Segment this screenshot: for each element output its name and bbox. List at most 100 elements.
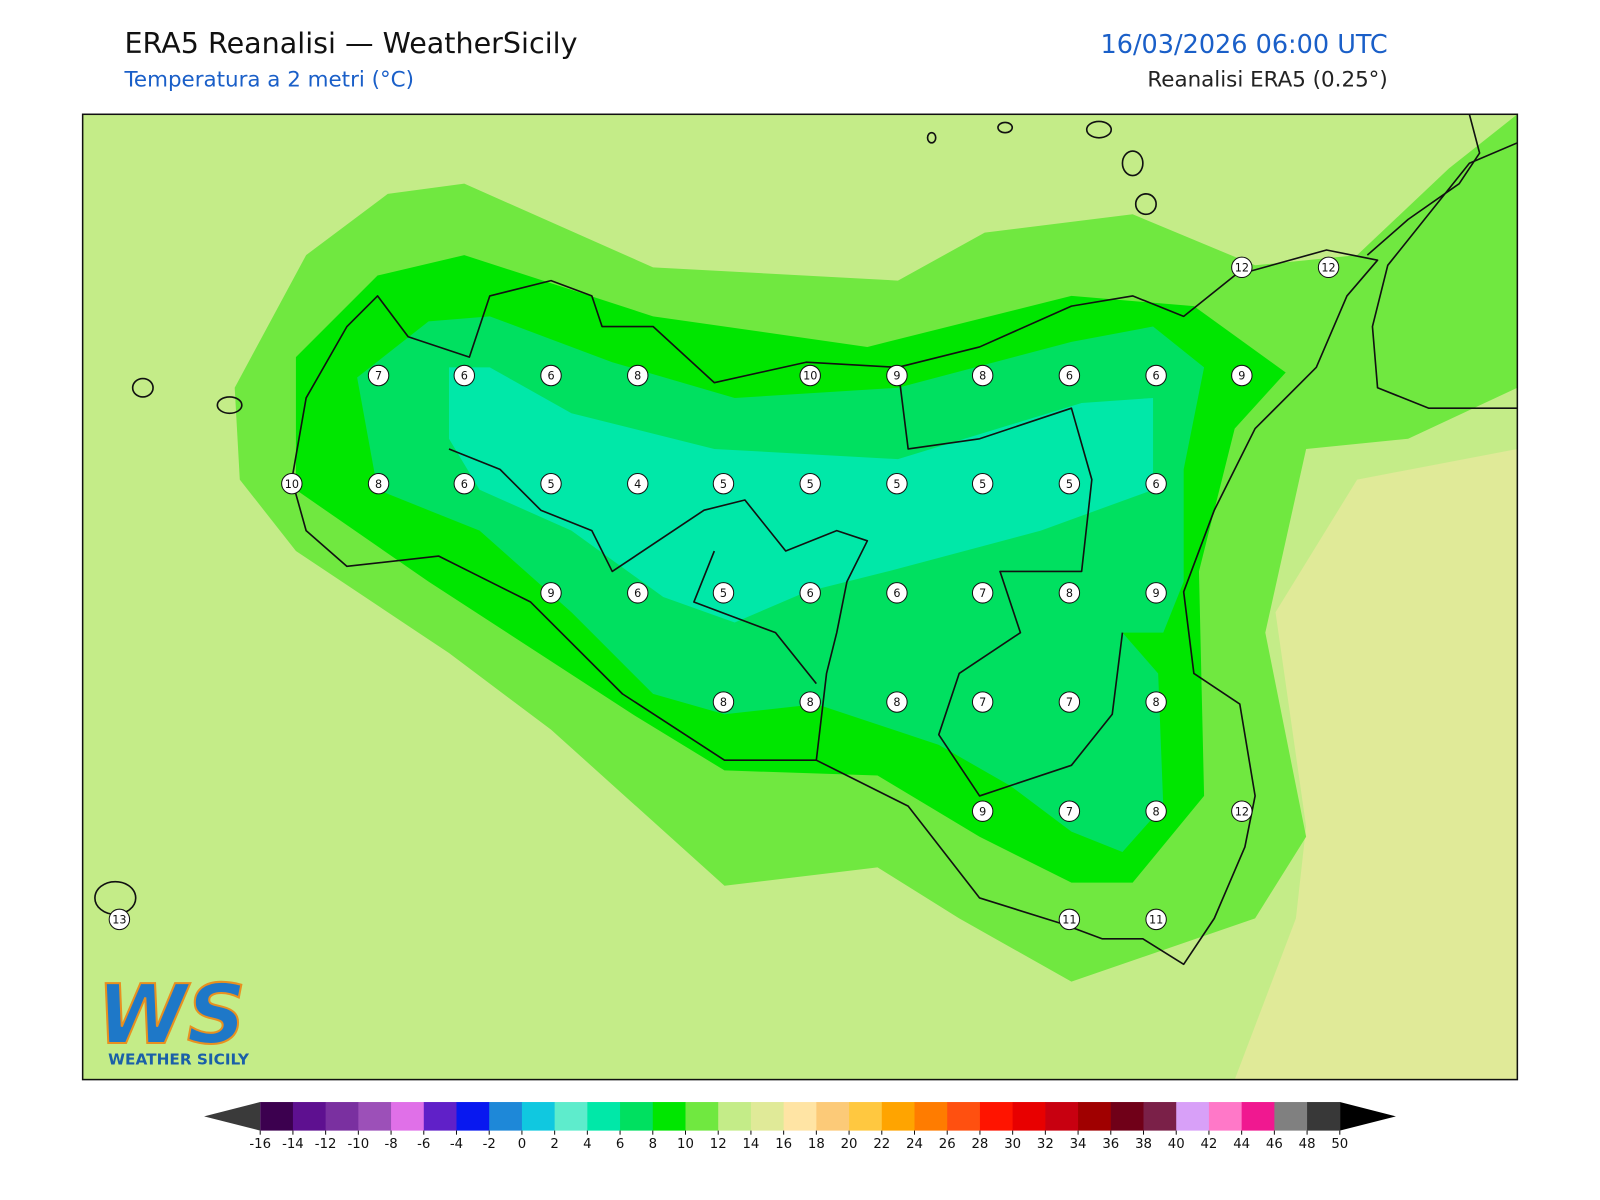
- station-marker: [1145, 800, 1167, 822]
- colorbar-tick-label: 48: [1299, 1137, 1316, 1152]
- station-value: 5: [807, 478, 814, 491]
- station-value: 12: [1235, 261, 1249, 274]
- station-value: 5: [720, 587, 727, 600]
- colorbar-segment: [325, 1102, 359, 1131]
- colorbar-tick-label: 16: [775, 1137, 792, 1152]
- station-marker: [627, 364, 649, 387]
- station-marker: [1058, 582, 1081, 604]
- stations: 7 6 6 8 10 9 8 6 6 9 12 12 10 8 6 5 4 5 5 5 5 5 6 9 6 5 6 6 7 8 9 8 8 8 7 7…: [108, 256, 1340, 931]
- colorbar-tick-label: 0: [518, 1137, 526, 1152]
- station-marker: [1058, 364, 1081, 387]
- station-value: 8: [1153, 805, 1160, 818]
- coastline: [1366, 114, 1481, 256]
- station-marker: [971, 691, 994, 713]
- colorbar-segment: [1143, 1102, 1177, 1131]
- colorbar-over: [1339, 1102, 1396, 1131]
- colorbar-tick-label: -16: [249, 1137, 271, 1152]
- station-marker: [1145, 691, 1167, 713]
- colorbar-segment: [816, 1102, 850, 1131]
- colorbar-segment: [914, 1102, 948, 1131]
- station-value: 12: [1321, 261, 1335, 274]
- station-marker: [540, 582, 562, 604]
- colorbar-tick-label: 26: [939, 1137, 956, 1152]
- colorbar-segment: [1241, 1102, 1275, 1131]
- station-marker: [971, 472, 994, 495]
- station-value: 6: [461, 478, 468, 491]
- station-value: 8: [720, 696, 727, 709]
- colorbar-segment: [1208, 1102, 1243, 1131]
- station-value: 5: [720, 478, 727, 491]
- station-marker: [799, 364, 821, 387]
- colorbar-segment: [260, 1102, 294, 1131]
- station-marker: [627, 582, 649, 604]
- station-value: 10: [803, 370, 817, 383]
- coastline: [1371, 142, 1518, 409]
- station-marker: [281, 472, 303, 495]
- station-value: 9: [547, 587, 554, 600]
- station-marker: [1231, 800, 1253, 822]
- colorbar-segment: [750, 1102, 785, 1131]
- station-marker: [367, 364, 390, 387]
- colorbar-segment: [1176, 1102, 1210, 1131]
- station-value: 10: [285, 478, 299, 491]
- station-marker: [1231, 364, 1253, 387]
- colorbar-segment: [947, 1102, 981, 1131]
- station-value: 9: [1153, 587, 1160, 600]
- station-value: 11: [1062, 913, 1076, 926]
- station-marker: [453, 364, 475, 387]
- colorbar-segment: [391, 1102, 425, 1131]
- station-value: 6: [1153, 370, 1160, 383]
- colorbar-segment: [423, 1102, 458, 1131]
- station-value: 7: [1066, 696, 1073, 709]
- station-value: 6: [547, 370, 554, 383]
- station-marker: [367, 472, 390, 495]
- colorbar-segment: [521, 1102, 556, 1131]
- colorbar-segment: [587, 1102, 621, 1131]
- station-marker: [1145, 472, 1167, 495]
- station-marker: [886, 691, 908, 713]
- colorbar-tick-label: -8: [384, 1137, 397, 1152]
- island: [997, 121, 1014, 134]
- station-marker: [799, 472, 821, 495]
- station-value: 6: [893, 587, 900, 600]
- colorbar-tick-label: 20: [841, 1137, 858, 1152]
- station-marker: [886, 472, 908, 495]
- colorbar-tick-label: -6: [417, 1137, 430, 1152]
- colorbar-tick-label: 34: [1070, 1137, 1087, 1152]
- station-value: 4: [634, 478, 641, 491]
- logo-mark: WS: [97, 968, 246, 1063]
- station-marker: [712, 691, 735, 713]
- station-value: 5: [893, 478, 900, 491]
- station-marker: [886, 582, 908, 604]
- colorbar-tick-label: 28: [971, 1137, 988, 1152]
- station-value: 7: [1066, 805, 1073, 818]
- logo-name: WEATHER SICILY: [108, 1050, 250, 1068]
- colorbar-segment: [1307, 1102, 1341, 1131]
- island: [1121, 150, 1144, 177]
- colorbar-segment: [358, 1102, 392, 1131]
- colorbar-tick-label: 14: [742, 1137, 759, 1152]
- station-value: 8: [893, 696, 900, 709]
- colorbar-tick-label: -4: [450, 1137, 463, 1152]
- colorbar-tick-label: 42: [1200, 1137, 1217, 1152]
- station-value: 8: [979, 370, 986, 383]
- station-marker: [1058, 908, 1081, 931]
- colorbar-tick-label: 22: [873, 1137, 890, 1152]
- colorbar-tick-label: 32: [1037, 1137, 1054, 1152]
- colorbar-tick-label: 12: [710, 1137, 727, 1152]
- station-value: 13: [112, 913, 126, 926]
- station-value: 6: [461, 370, 468, 383]
- colorbar-tick-label: -10: [348, 1137, 370, 1152]
- colorbar-segment: [881, 1102, 916, 1131]
- colorbar-segment: [292, 1102, 327, 1131]
- colorbar-segment: [783, 1102, 817, 1131]
- province-border: [897, 367, 1124, 797]
- station-value: 7: [979, 696, 986, 709]
- subtitle: Temperatura a 2 metri (°C): [123, 68, 413, 93]
- station-marker: [1231, 256, 1253, 279]
- contour-band: [448, 367, 1154, 623]
- source: Reanalisi ERA5 (0.25°): [1147, 68, 1387, 93]
- colorbar-segment: [979, 1102, 1014, 1131]
